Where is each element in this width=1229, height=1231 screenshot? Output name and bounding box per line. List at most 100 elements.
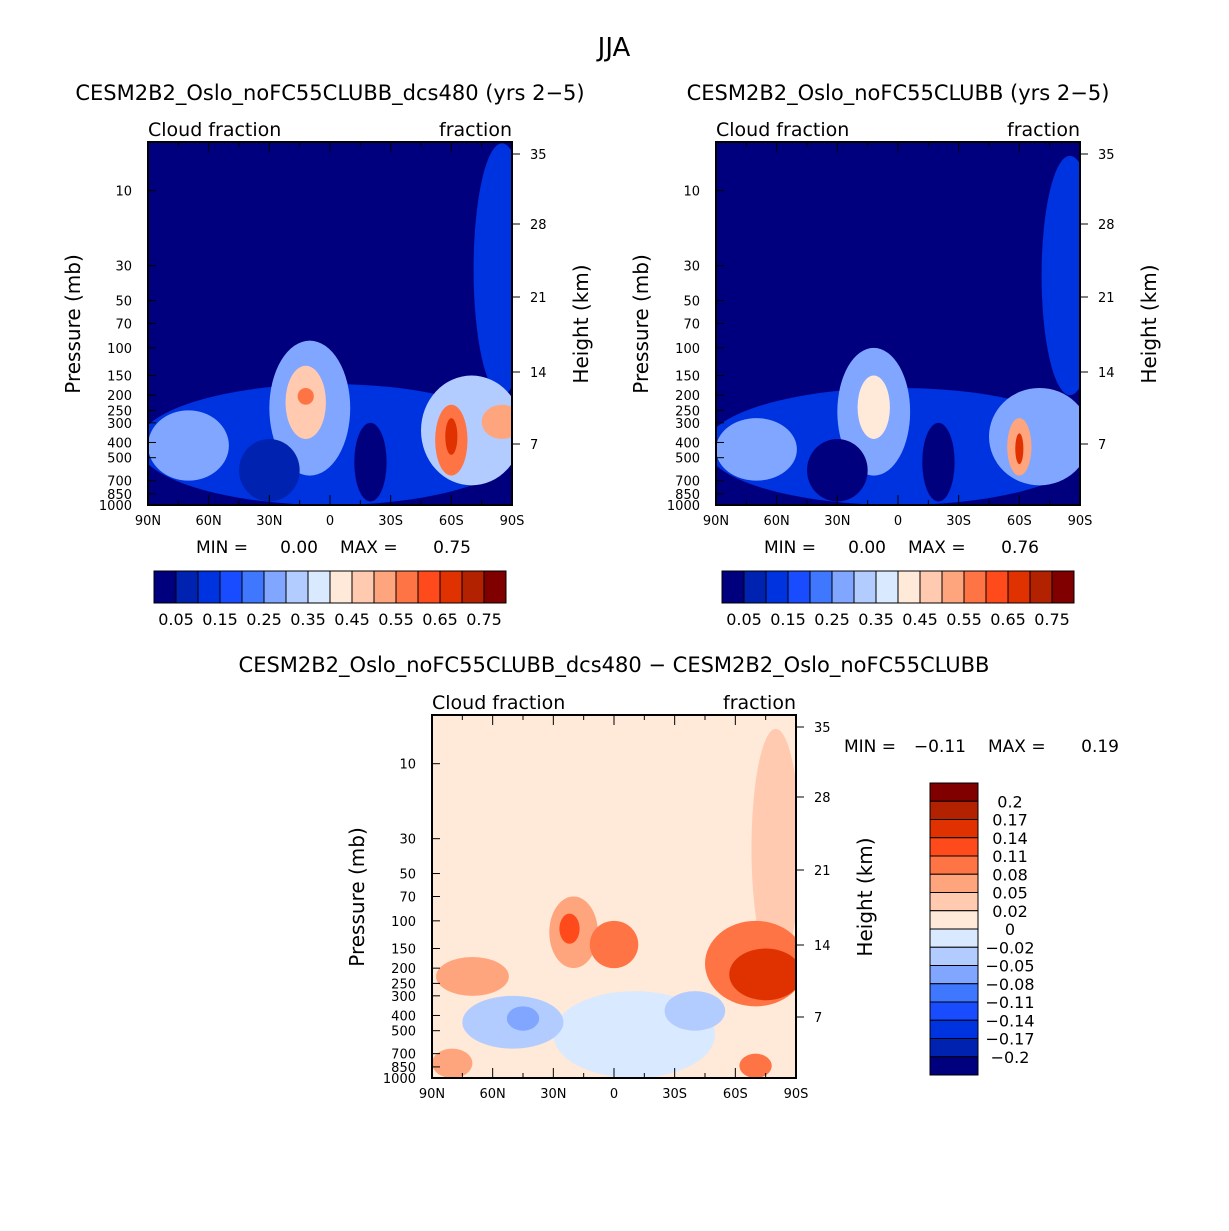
y-tick-label: 150 xyxy=(675,370,700,385)
colorbar-swatch xyxy=(1051,570,1075,604)
colorbar-swatch xyxy=(417,570,441,604)
colorbar-label: 0.02 xyxy=(992,902,1028,921)
x-tick-label: 60S xyxy=(723,1087,748,1102)
colorbar-label: 0.05 xyxy=(726,610,762,629)
max-label: MAX = xyxy=(908,538,966,558)
colorbar-swatch xyxy=(929,965,979,985)
y-tick-label: 10 xyxy=(115,185,132,200)
y-tick-label: 500 xyxy=(675,452,700,467)
panel-2: CESM2B2_Oslo_noFC55CLUBB (yrs 2−5) Cloud … xyxy=(629,81,1161,629)
y2-tick-label: 35 xyxy=(1098,148,1115,163)
y-tick-label: 30 xyxy=(115,260,132,275)
colorbar-swatch xyxy=(329,570,353,604)
y-tick-label: 70 xyxy=(399,891,416,906)
colorbar-label: 0.55 xyxy=(378,610,414,629)
colorbar-swatch xyxy=(263,570,287,604)
y2-tick-label: 28 xyxy=(1098,218,1115,233)
colorbar-label: 0.35 xyxy=(858,610,894,629)
y-tick-label: 700 xyxy=(107,475,132,490)
colorbar-label: 0.25 xyxy=(246,610,282,629)
contour-region xyxy=(239,438,300,502)
contour-region xyxy=(473,143,512,396)
colorbar-label: 0.08 xyxy=(992,865,1028,884)
y2-tick-label: 7 xyxy=(530,438,538,453)
y2-tick-label: 7 xyxy=(814,1011,822,1026)
x-tick-label: 30N xyxy=(824,514,850,529)
colorbar-label: −0.05 xyxy=(985,957,1034,976)
colorbar-swatch xyxy=(765,570,789,604)
colorbar-label: 0.05 xyxy=(992,884,1028,903)
x-tick-label: 30S xyxy=(662,1087,687,1102)
y-axis-label: Pressure (mb) xyxy=(345,827,369,967)
max-value: 0.19 xyxy=(1081,737,1119,757)
colorbar-swatch xyxy=(941,570,965,604)
x-tick-label: 60S xyxy=(439,514,464,529)
colorbar-label: 0 xyxy=(1005,920,1015,939)
colorbar-swatch xyxy=(483,570,507,604)
y-tick-label: 850 xyxy=(107,488,132,503)
y-tick-label: 100 xyxy=(391,915,416,930)
x-tick-label: 30S xyxy=(378,514,403,529)
colorbar-swatch xyxy=(929,1001,979,1021)
y-tick-label: 250 xyxy=(107,404,132,419)
x-tick-label: 90S xyxy=(784,1087,809,1102)
colorbar-label: 0.05 xyxy=(158,610,194,629)
y2-axis-label: Height (km) xyxy=(1137,264,1161,383)
y2-tick-label: 28 xyxy=(530,218,547,233)
x-tick-label: 60N xyxy=(196,514,222,529)
colorbar-swatch xyxy=(175,570,199,604)
y-tick-label: 200 xyxy=(391,962,416,977)
min-label: MIN = xyxy=(764,538,816,558)
x-tick-label: 0 xyxy=(326,514,334,529)
y-tick-label: 500 xyxy=(107,452,132,467)
colorbar-swatch xyxy=(929,819,979,839)
panel-3: CESM2B2_Oslo_noFC55CLUBB_dcs480 − CESM2B… xyxy=(239,653,1119,1102)
colorbar-label: −0.02 xyxy=(985,938,1034,957)
colorbar-label: 0.17 xyxy=(992,811,1028,830)
y2-tick-label: 28 xyxy=(814,791,831,806)
min-label: MIN = xyxy=(844,737,896,757)
contour-region xyxy=(432,1048,473,1078)
min-label: MIN = xyxy=(196,538,248,558)
colorbar-label: 0.14 xyxy=(992,829,1028,848)
contour-region xyxy=(922,422,955,502)
top-right-label: fraction xyxy=(723,692,796,714)
colorbar-label: 0.15 xyxy=(202,610,238,629)
x-tick-label: 0 xyxy=(610,1087,618,1102)
colorbar-label: 0.45 xyxy=(902,610,938,629)
colorbar-swatch xyxy=(929,928,979,948)
x-tick-label: 90N xyxy=(135,514,161,529)
contour-field xyxy=(148,142,512,505)
colorbar-swatch xyxy=(929,892,979,912)
y-tick-label: 70 xyxy=(115,318,132,333)
y-tick-label: 10 xyxy=(683,185,700,200)
colorbar: 0.05 0.15 0.25 0.35 0.45 0.55 0.65 0.75 xyxy=(153,570,507,629)
y-tick-label: 300 xyxy=(675,417,700,432)
x-tick-label: 30N xyxy=(540,1087,566,1102)
contour-region xyxy=(857,375,890,439)
y-axis-label: Pressure (mb) xyxy=(61,254,85,394)
contour-region xyxy=(664,991,726,1031)
contour-region xyxy=(354,422,387,502)
y2-tick-label: 21 xyxy=(1098,291,1115,306)
y-tick-label: 400 xyxy=(107,436,132,451)
colorbar-label: −0.11 xyxy=(985,993,1034,1012)
y-tick-label: 500 xyxy=(391,1025,416,1040)
colorbar-swatch xyxy=(875,570,899,604)
colorbar-swatch xyxy=(929,800,979,820)
contour-region xyxy=(589,920,639,969)
y-tick-label: 250 xyxy=(391,977,416,992)
x-tick-label: 90S xyxy=(500,514,525,529)
contour-region xyxy=(1015,433,1024,465)
colorbar-swatch xyxy=(929,1038,979,1058)
contour-field xyxy=(716,142,1080,505)
colorbar-swatch xyxy=(1007,570,1031,604)
colorbar-label: −0.2 xyxy=(991,1048,1030,1067)
colorbar-swatch xyxy=(831,570,855,604)
contour-region xyxy=(739,1053,772,1078)
colorbar-swatch xyxy=(929,837,979,857)
y-tick-label: 200 xyxy=(107,389,132,404)
colorbar-swatch xyxy=(197,570,221,604)
